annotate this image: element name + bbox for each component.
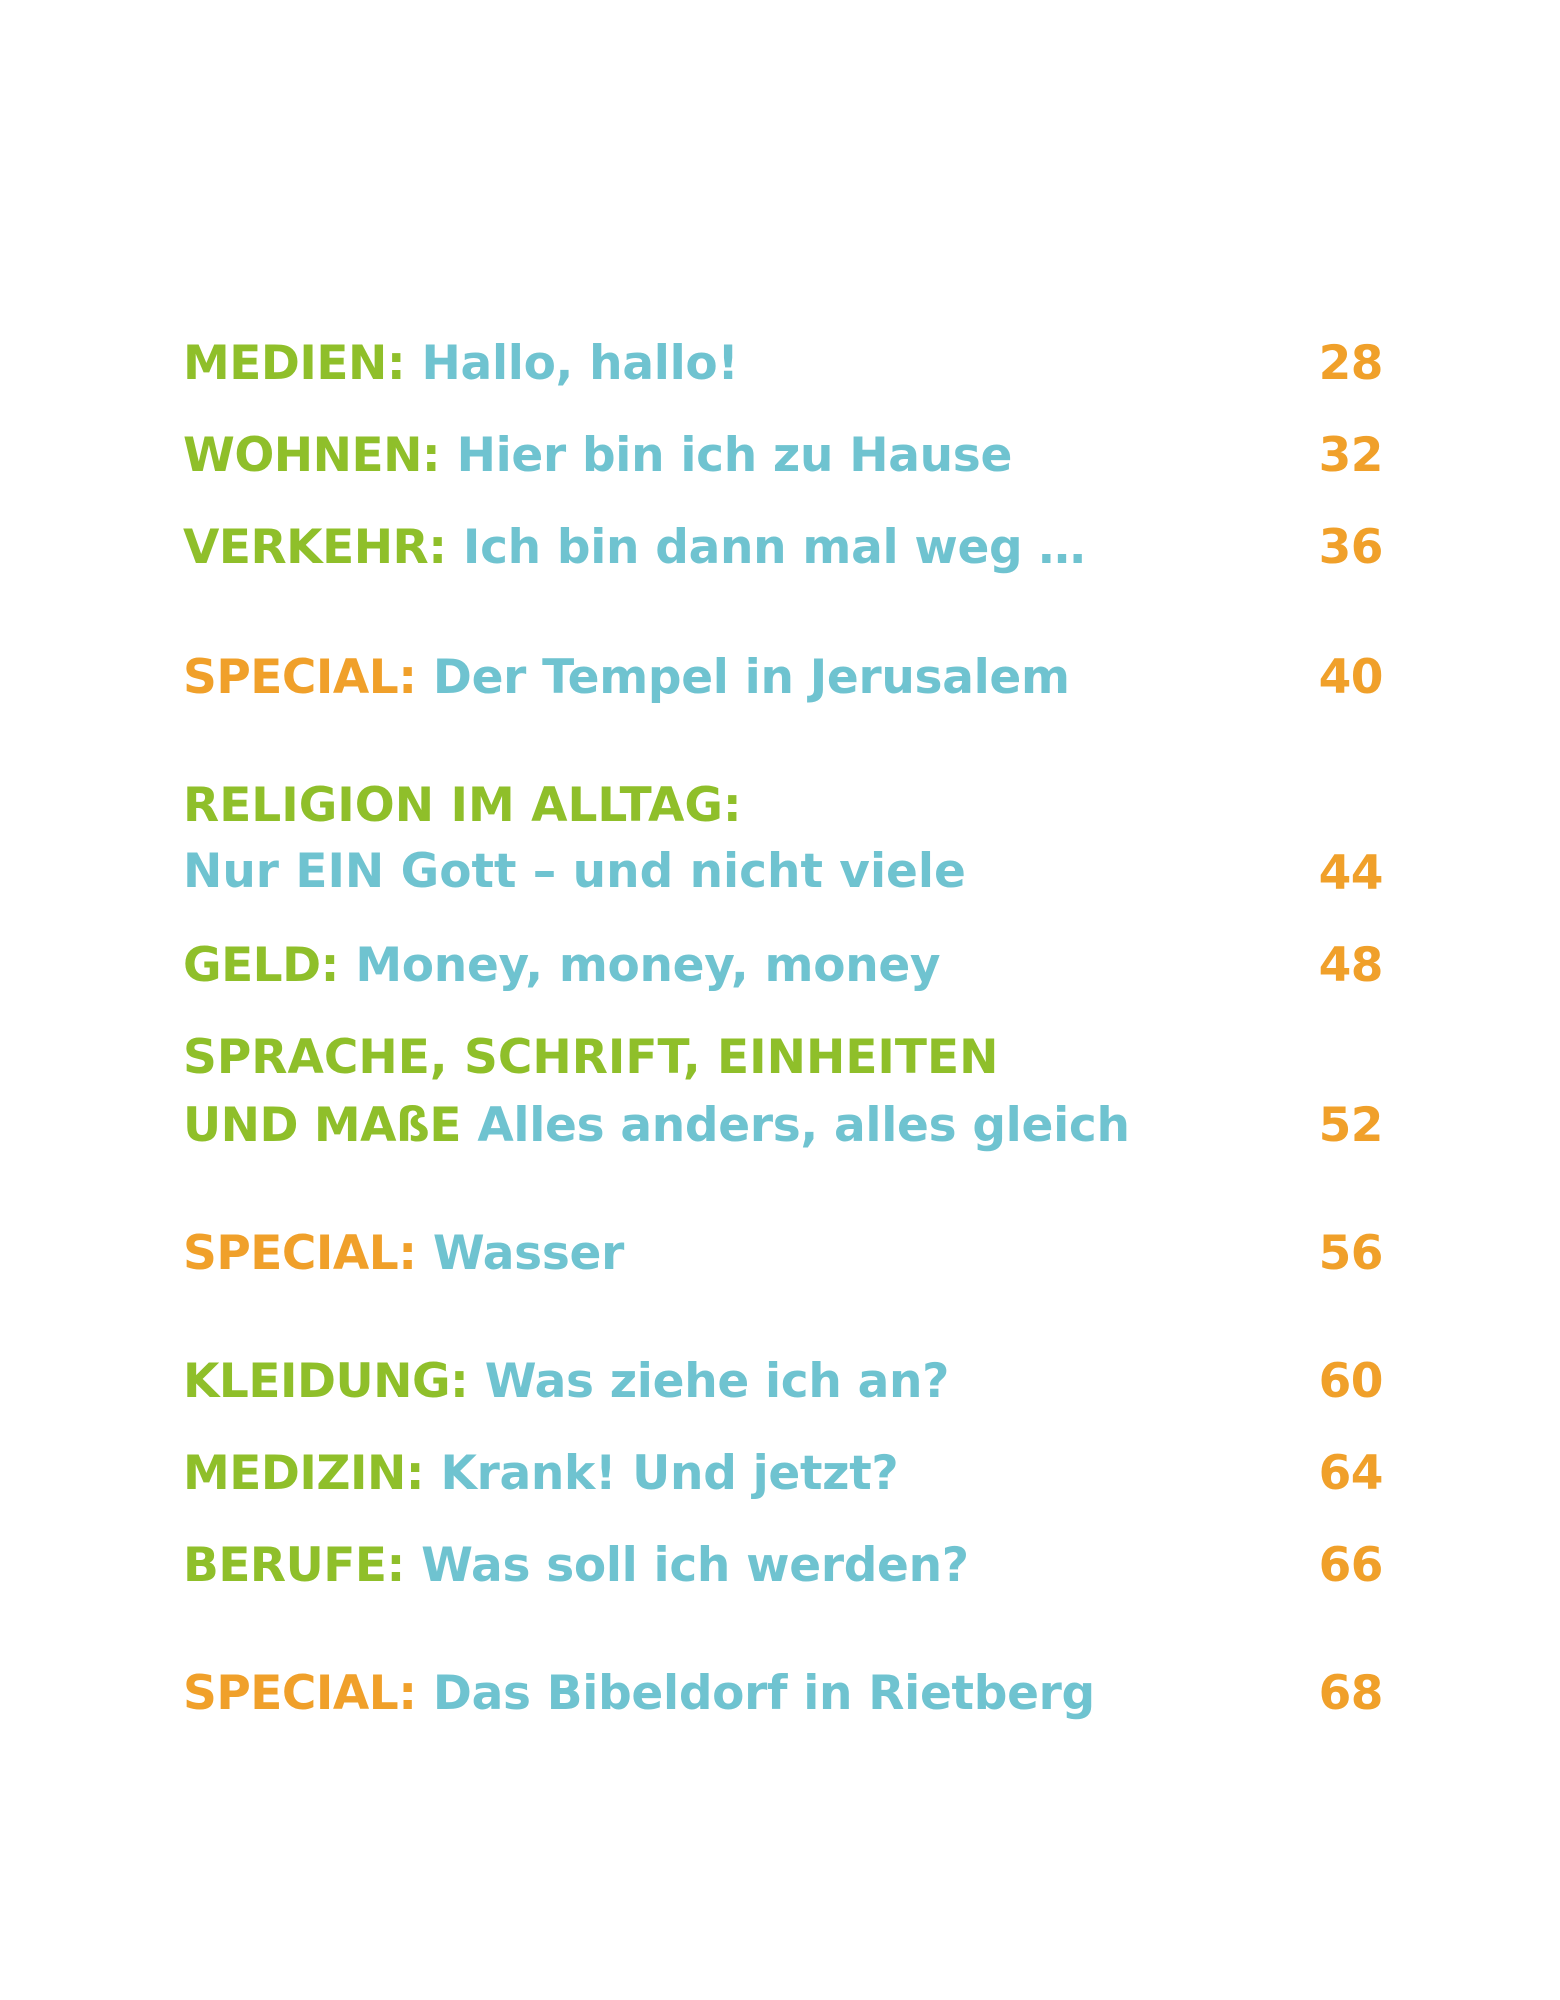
toc-page-number: 68 — [1318, 1666, 1384, 1721]
toc-page-number: 48 — [1318, 938, 1384, 993]
toc-title: Was ziehe ich an? — [484, 1354, 950, 1409]
toc-title: Nur EIN Gott – und nicht viele — [183, 844, 966, 899]
toc-page-number: 64 — [1318, 1446, 1384, 1501]
toc-category: GELD: — [183, 938, 339, 993]
toc-page-number: 56 — [1318, 1226, 1384, 1281]
toc-category: UND MAßE — [183, 1098, 461, 1153]
toc-page-number: 36 — [1318, 520, 1384, 575]
toc-title: Krank! Und jetzt? — [440, 1446, 899, 1501]
toc-page-number: 60 — [1318, 1354, 1384, 1409]
toc-entry-line: GELD: Money, money, money — [183, 938, 1383, 994]
toc-category: KLEIDUNG: — [183, 1354, 469, 1409]
toc-title: Ich bin dann mal weg … — [462, 520, 1086, 575]
toc-category: VERKEHR: — [183, 520, 447, 575]
toc-entry-berufe[interactable]: BERUFE: Was soll ich werden? 66 — [183, 1538, 1384, 1594]
toc-title: Der Tempel in Jerusalem — [432, 650, 1070, 705]
toc-entry-line: SPECIAL: Das Bibeldorf in Rietberg — [183, 1666, 1383, 1722]
toc-title: Wasser — [432, 1226, 624, 1281]
toc-page-number: 66 — [1318, 1538, 1384, 1593]
toc-category: SPRACHE, SCHRIFT, EINHEITEN — [183, 1030, 999, 1085]
toc-entry-special-tempel[interactable]: SPECIAL: Der Tempel in Jerusalem 40 — [183, 650, 1384, 706]
toc-entry-medien[interactable]: MEDIEN: Hallo, hallo! 28 — [183, 336, 1384, 392]
toc-page-number: 52 — [1318, 1098, 1384, 1153]
toc-entry-line: SPECIAL: Der Tempel in Jerusalem — [183, 650, 1383, 706]
toc-title: Das Bibeldorf in Rietberg — [432, 1666, 1095, 1721]
toc-category: WOHNEN: — [183, 428, 441, 483]
toc-entry-medizin[interactable]: MEDIZIN: Krank! Und jetzt? 64 — [183, 1446, 1384, 1502]
toc-title: Hier bin ich zu Hause — [456, 428, 1013, 483]
toc-entry-line: MEDIZIN: Krank! Und jetzt? — [183, 1446, 1383, 1502]
toc-entry-sprache[interactable]: SPRACHE, SCHRIFT, EINHEITEN UND MAßE All… — [183, 1030, 1384, 1154]
toc-category-special: SPECIAL: — [183, 650, 417, 705]
toc-entry-line: VERKEHR: Ich bin dann mal weg … — [183, 520, 1383, 576]
toc-title: Money, money, money — [355, 938, 941, 993]
toc-page-number: 32 — [1318, 428, 1384, 483]
toc-category: MEDIEN: — [183, 336, 406, 391]
toc-entry-verkehr[interactable]: VERKEHR: Ich bin dann mal weg … 36 — [183, 520, 1384, 576]
toc-category: MEDIZIN: — [183, 1446, 425, 1501]
toc-title: Was soll ich werden? — [421, 1538, 969, 1593]
toc-entry-line: UND MAßE Alles anders, alles gleich — [183, 1098, 1383, 1154]
toc-entry-line: BERUFE: Was soll ich werden? — [183, 1538, 1383, 1594]
toc-category-special: SPECIAL: — [183, 1666, 417, 1721]
toc-title: Hallo, hallo! — [421, 336, 739, 391]
toc-entry-line: MEDIEN: Hallo, hallo! — [183, 336, 1383, 392]
toc-entry-wohnen[interactable]: WOHNEN: Hier bin ich zu Hause 32 — [183, 428, 1384, 484]
toc-page-number: 28 — [1318, 336, 1384, 391]
toc-entry-special-bibeldorf[interactable]: SPECIAL: Das Bibeldorf in Rietberg 68 — [183, 1666, 1384, 1722]
toc-entry-kleidung[interactable]: KLEIDUNG: Was ziehe ich an? 60 — [183, 1354, 1384, 1410]
toc-entry-geld[interactable]: GELD: Money, money, money 48 — [183, 938, 1384, 994]
toc-title: Alles anders, alles gleich — [477, 1098, 1130, 1153]
toc-entry-line: SPECIAL: Wasser — [183, 1226, 1383, 1282]
toc-entry-line: WOHNEN: Hier bin ich zu Hause — [183, 428, 1383, 484]
toc-page-number: 40 — [1318, 650, 1384, 705]
toc-category-special: SPECIAL: — [183, 1226, 417, 1281]
toc-category: BERUFE: — [183, 1538, 405, 1593]
toc-category: RELIGION IM ALLTAG: — [183, 778, 742, 833]
toc-entry-religion[interactable]: RELIGION IM ALLTAG: Nur EIN Gott – und n… — [183, 778, 1384, 902]
toc-page-number: 44 — [1318, 846, 1384, 901]
toc-entry-special-wasser[interactable]: SPECIAL: Wasser 56 — [183, 1226, 1384, 1282]
toc-entry-line: KLEIDUNG: Was ziehe ich an? — [183, 1354, 1383, 1410]
